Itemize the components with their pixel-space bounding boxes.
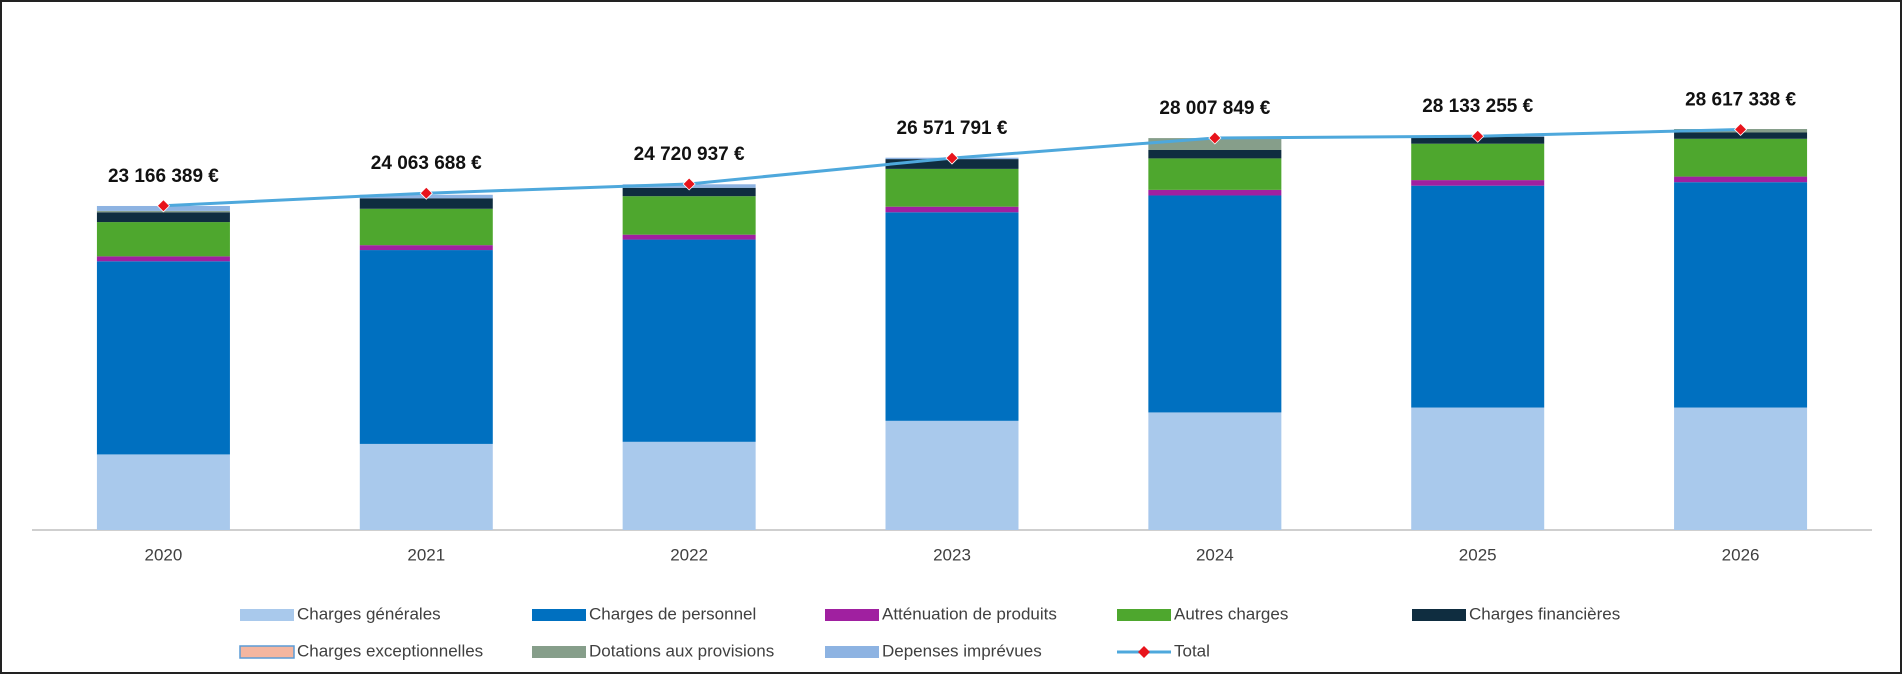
bar-segment	[1411, 143, 1545, 181]
legend-swatch	[825, 646, 879, 658]
bar-segment	[1411, 407, 1545, 530]
bar-segment	[885, 168, 1019, 207]
legend-marker	[1138, 646, 1150, 658]
x-tick-label: 2022	[670, 545, 708, 564]
data-label: 24 063 688 €	[371, 153, 482, 174]
bar-segment	[96, 256, 230, 262]
bar-segment	[622, 441, 756, 530]
bar-segment	[1411, 180, 1545, 186]
legend-swatch	[1117, 609, 1171, 621]
legend-label: Depenses imprévues	[882, 641, 1042, 660]
legend-swatch	[240, 609, 294, 621]
bar-segment	[1148, 195, 1282, 413]
data-label: 28 007 849 €	[1159, 98, 1270, 119]
bar-segment	[1148, 412, 1282, 530]
bar-segment	[96, 454, 230, 530]
bar-segment	[96, 222, 230, 257]
bar-segment	[622, 187, 756, 197]
bar-segment	[885, 420, 1019, 530]
bar-segment	[1674, 182, 1808, 408]
x-tick-label: 2021	[407, 545, 445, 564]
bar-segment	[622, 196, 756, 235]
legend-label: Charges générales	[297, 604, 441, 623]
legend-label: Autres charges	[1174, 604, 1288, 623]
x-tick-label: 2026	[1722, 545, 1760, 564]
legend-label: Charges exceptionnelles	[297, 641, 483, 660]
bar-segment	[1148, 158, 1282, 190]
legend-label: Dotations aux provisions	[589, 641, 774, 660]
bar-segment	[1148, 149, 1282, 159]
bar-segment	[1411, 185, 1545, 408]
bar-segment	[359, 245, 493, 251]
bar-segment	[96, 212, 230, 223]
total-marker	[419, 186, 433, 200]
total-marker	[682, 177, 696, 191]
legend-label: Total	[1174, 641, 1210, 660]
bar-segment	[1674, 407, 1808, 530]
legend-swatch	[532, 609, 586, 621]
legend-label: Charges de personnel	[589, 604, 756, 623]
legend-swatch	[239, 645, 295, 659]
total-marker	[1734, 122, 1748, 137]
legend-swatch	[1412, 609, 1466, 621]
total-marker	[945, 151, 959, 165]
legend-swatch	[825, 609, 879, 621]
x-tick-label: 2025	[1459, 545, 1497, 564]
data-label: 24 720 937 €	[634, 144, 745, 165]
bar-segment	[359, 198, 493, 209]
x-tick-label: 2024	[1196, 545, 1234, 564]
bar-segment	[885, 206, 1019, 213]
bar-segment	[359, 208, 493, 246]
data-label: 28 617 338 €	[1685, 89, 1796, 110]
legend-label: Charges financières	[1469, 604, 1620, 623]
data-label: 23 166 389 €	[108, 166, 219, 187]
total-marker	[1208, 131, 1222, 145]
bar-segment	[1148, 189, 1282, 196]
bar-segment	[359, 250, 493, 444]
data-label: 26 571 791 €	[897, 118, 1008, 139]
data-label: 28 133 255 €	[1422, 96, 1533, 117]
legend-label: Atténuation de produits	[882, 604, 1057, 623]
total-marker	[1471, 129, 1485, 143]
bar-segment	[96, 261, 230, 455]
bar-segment	[359, 443, 493, 530]
bar-segment	[622, 234, 756, 240]
bar-segment	[622, 239, 756, 442]
bar-segment	[885, 212, 1019, 421]
bar-segment	[1674, 138, 1808, 177]
x-tick-label: 2023	[933, 545, 971, 564]
total-marker	[156, 199, 170, 213]
x-tick-label: 2020	[145, 545, 183, 564]
legend-swatch	[532, 646, 586, 658]
bar-segment	[1674, 176, 1808, 183]
